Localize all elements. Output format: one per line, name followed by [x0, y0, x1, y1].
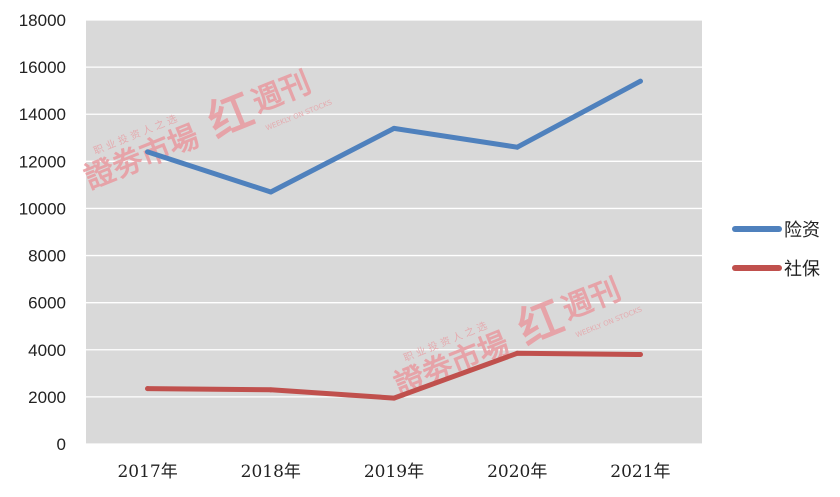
x-tick-label: 2017年 — [117, 462, 177, 482]
y-tick-label: 18000 — [19, 11, 66, 30]
y-tick-label: 10000 — [19, 199, 66, 218]
y-tick-label: 12000 — [19, 152, 66, 171]
series-lines — [145, 78, 643, 401]
data-point — [514, 350, 520, 356]
x-tick-label: 2019年 — [364, 462, 424, 482]
y-tick-label: 4000 — [28, 341, 66, 360]
x-tick-label: 2021年 — [610, 462, 670, 482]
plot-area-background — [86, 20, 702, 444]
data-point — [514, 144, 520, 150]
x-tick-label: 2020年 — [487, 462, 547, 482]
y-tick-label: 2000 — [28, 388, 66, 407]
y-tick-label: 6000 — [28, 294, 66, 313]
data-point — [637, 351, 643, 357]
data-point — [268, 387, 274, 393]
data-point — [391, 125, 397, 131]
y-axis-tick-labels: 0 2000 4000 6000 8000 10000 12000 14000 16000 180… — [19, 11, 66, 454]
watermark-lower: 职 业 投 资 人 之 选 證劵市場 红 週刊 WEEKLY ON STOCKS — [390, 272, 644, 403]
y-tick-label: 0 — [57, 435, 66, 454]
data-point — [145, 149, 151, 155]
data-point — [391, 395, 397, 401]
x-axis-tick-labels: 2017年 2018年 2019年 2020年 2021年 — [117, 462, 670, 482]
legend-label: 社保 — [784, 259, 820, 280]
x-tick-label: 2018年 — [241, 462, 301, 482]
y-tick-label: 16000 — [19, 58, 66, 77]
y-tick-label: 8000 — [28, 247, 66, 266]
data-point — [145, 386, 151, 392]
y-tick-label: 14000 — [19, 105, 66, 124]
legend-label: 险资 — [784, 220, 820, 241]
data-point — [268, 189, 274, 195]
data-point — [637, 78, 643, 84]
